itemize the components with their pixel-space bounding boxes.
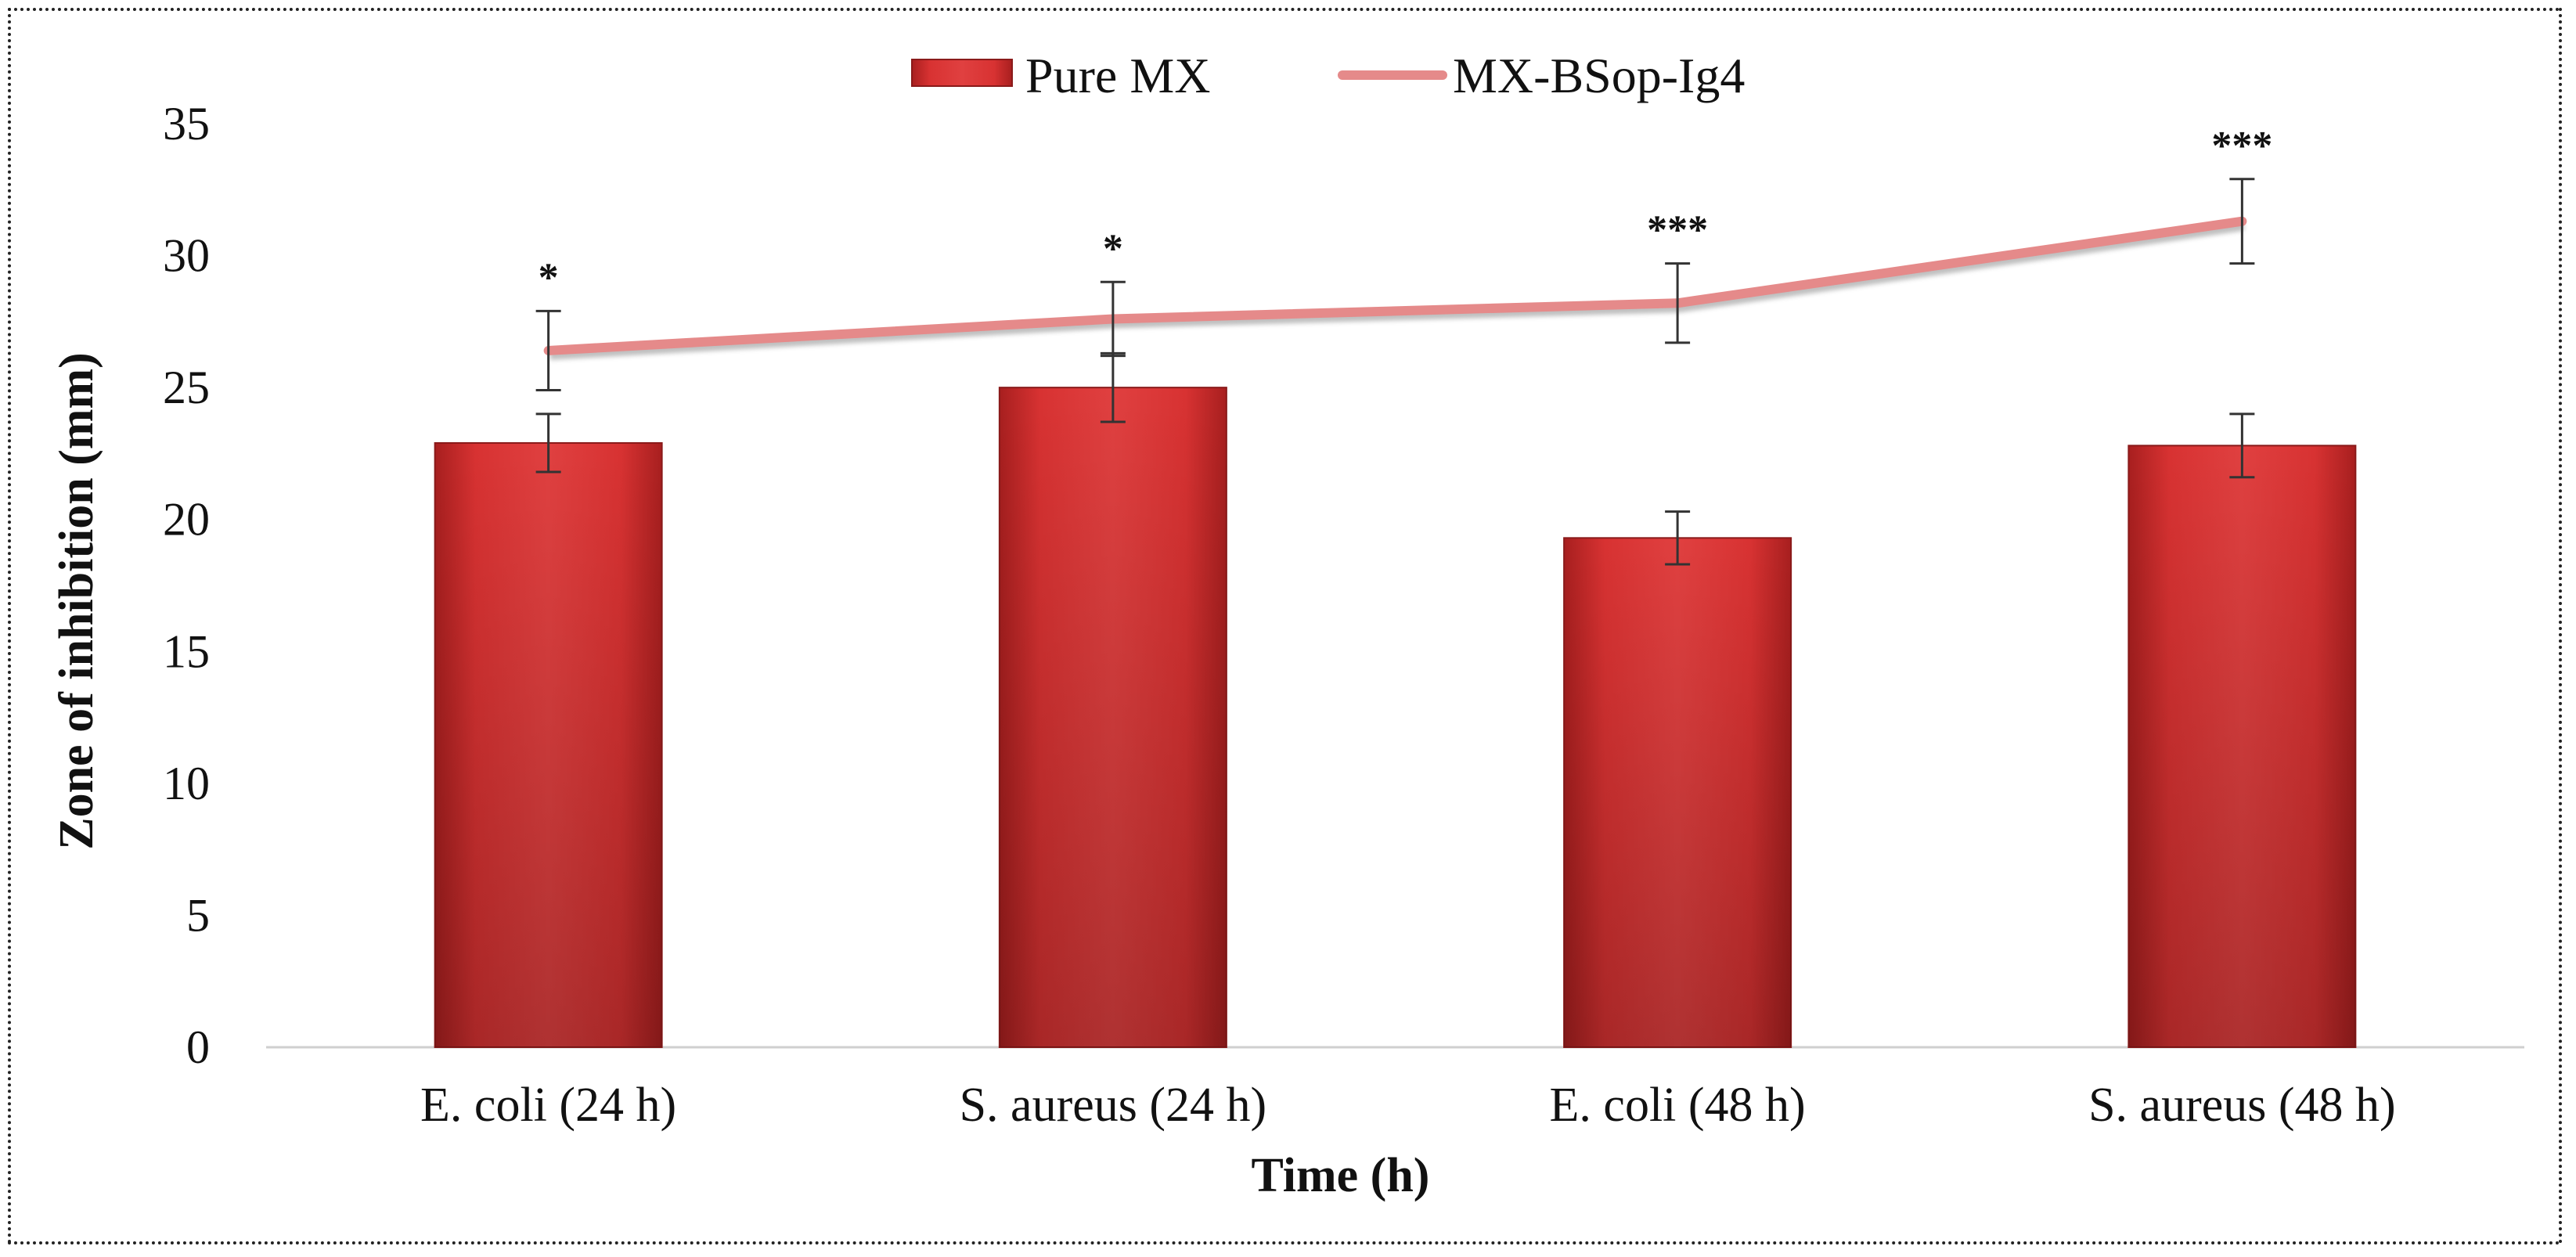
significance-marker: *** xyxy=(1647,208,1708,253)
line-error-bar xyxy=(1665,262,1691,344)
bar-shade xyxy=(1564,538,1792,1047)
x-tick-label: E. coli (24 h) xyxy=(420,1079,676,1132)
x-tick-label: S. aureus (24 h) xyxy=(960,1079,1267,1132)
legend-label-pure-mx: Pure MX xyxy=(1025,48,1210,103)
bar-error-bar xyxy=(1665,510,1691,566)
line-error-bars xyxy=(535,178,2255,392)
y-tick-label: 10 xyxy=(163,758,210,809)
line-error-bar xyxy=(2229,178,2255,265)
bar-shade xyxy=(999,387,1227,1048)
bar-shade xyxy=(2128,445,2356,1047)
legend-swatch-pure-mx xyxy=(911,59,1013,87)
line-error-bar xyxy=(1100,280,1126,358)
x-tick-label: S. aureus (48 h) xyxy=(2088,1079,2396,1132)
significance-markers: ** ****** xyxy=(539,124,2273,301)
line-series-mx-bsop-ig4 xyxy=(543,216,2247,360)
y-tick-label: 0 xyxy=(186,1021,210,1073)
bar-error-bar xyxy=(535,412,561,474)
x-axis-title: Time (h) xyxy=(1252,1149,1430,1202)
x-axis-tick-labels: E. coli (24 h) S. aureus (24 h) E. coli (4… xyxy=(420,1079,2396,1132)
y-tick-label: 35 xyxy=(163,98,210,149)
legend-label-mx-bsop-ig4: MX-BSop-Ig4 xyxy=(1453,48,1745,103)
y-tick-label: 5 xyxy=(186,889,210,941)
legend: Pure MX MX-BSop-Ig4 xyxy=(911,48,1745,103)
y-axis-title: Zone of inhibition (mm) xyxy=(50,352,103,850)
significance-marker: *** xyxy=(2211,124,2272,168)
y-tick-label: 25 xyxy=(163,362,210,413)
y-tick-label: 30 xyxy=(163,230,210,282)
significance-marker: * xyxy=(1103,226,1123,271)
y-tick-label: 15 xyxy=(163,625,210,677)
bar-error-bars xyxy=(535,351,2255,566)
bar-series-pure-mx xyxy=(434,387,2357,1048)
y-tick-label: 20 xyxy=(163,494,210,546)
y-axis-ticks: 0 5 10 15 20 25 30 35 xyxy=(163,98,210,1073)
x-tick-label: E. coli (48 h) xyxy=(1550,1079,1806,1132)
series-line xyxy=(543,216,2247,355)
bar-shade xyxy=(434,442,662,1047)
line-error-bar xyxy=(535,309,561,392)
line-shadow xyxy=(549,221,2245,360)
bar-error-bar xyxy=(2229,412,2255,479)
significance-marker: * xyxy=(539,255,559,300)
